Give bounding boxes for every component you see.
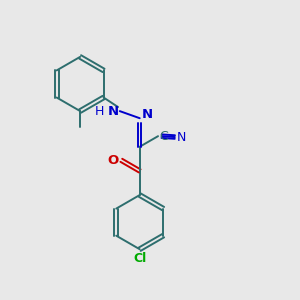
Text: C: C	[159, 130, 168, 143]
Text: Cl: Cl	[133, 252, 146, 265]
Text: H: H	[95, 105, 104, 118]
Text: N: N	[107, 105, 118, 118]
Text: O: O	[108, 154, 119, 167]
Text: N: N	[176, 130, 186, 143]
Text: N: N	[142, 108, 153, 122]
